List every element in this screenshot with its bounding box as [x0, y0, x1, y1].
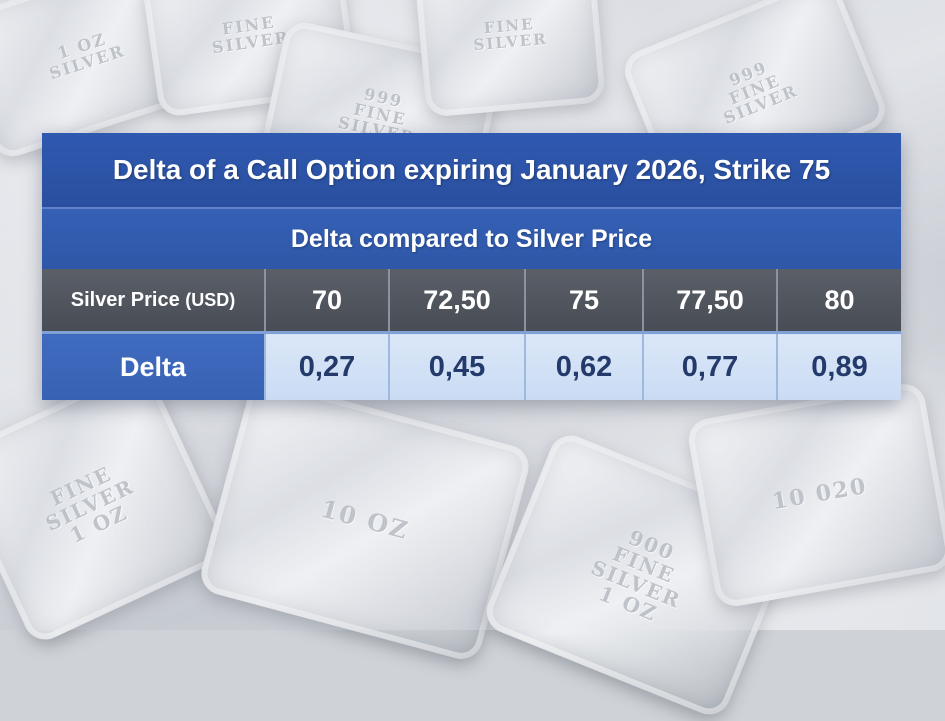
delta-table-panel: Delta of a Call Option expiring January …: [42, 133, 901, 400]
title-bar: Delta of a Call Option expiring January …: [42, 133, 901, 209]
silver-price-cell-75: 75: [524, 269, 643, 333]
delta-value-cell-70: 0,27: [264, 331, 389, 400]
silver-price-cell-72-50: 72,50: [388, 269, 525, 333]
silver-price-label-cell: Silver Price (USD): [42, 269, 265, 333]
silver-price-label: Silver Price (USD): [70, 288, 236, 311]
delta-row: Delta 0,27 0,45 0,62 0,77 0,89: [42, 331, 901, 400]
delta-value-cell-80: 0,89: [776, 331, 901, 400]
subtitle-bar: Delta compared to Silver Price: [42, 209, 901, 269]
chart-subtitle: Delta compared to Silver Price: [290, 224, 653, 253]
silver-price-cell-80: 80: [776, 269, 901, 333]
chart-title: Delta of a Call Option expiring January …: [112, 154, 831, 185]
delta-value-cell-72-50: 0,45: [388, 331, 525, 400]
silver-price-row: Silver Price (USD) 70 72,50 75 77,50 80: [42, 269, 901, 333]
delta-value-cell-77-50: 0,77: [642, 331, 777, 400]
delta-label-cell: Delta: [42, 331, 265, 400]
delta-value-cell-75: 0,62: [524, 331, 643, 400]
silver-price-cell-77-50: 77,50: [642, 269, 777, 333]
delta-table: Silver Price (USD) 70 72,50 75 77,50 80 …: [42, 269, 901, 400]
silver-price-cell-70: 70: [264, 269, 389, 333]
